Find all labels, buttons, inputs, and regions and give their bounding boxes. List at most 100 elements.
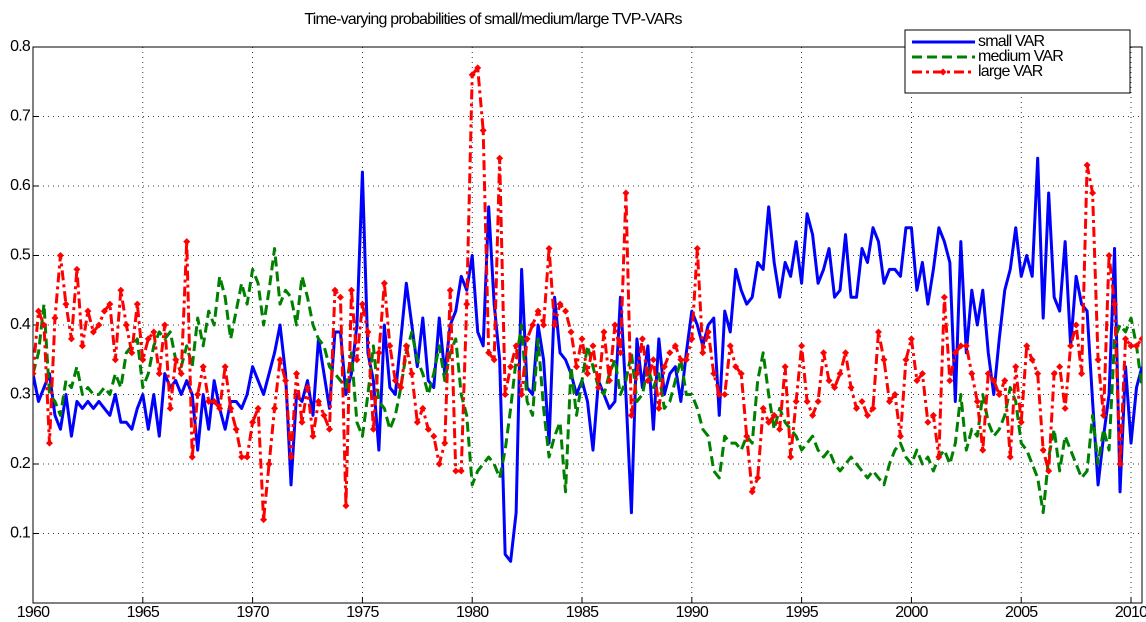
series-marker (885, 397, 893, 405)
series-marker (34, 307, 42, 315)
series-marker (655, 404, 663, 412)
series-marker (1050, 370, 1058, 378)
series-marker (704, 328, 712, 336)
series-marker (150, 328, 158, 336)
series-marker (1006, 453, 1014, 461)
series-marker (122, 321, 130, 329)
series-marker (1061, 404, 1069, 412)
series-marker (594, 384, 602, 392)
series-marker (853, 404, 861, 412)
series-marker (869, 404, 877, 412)
series-marker (754, 474, 762, 482)
legend-label: large VAR (978, 63, 1043, 80)
series-marker (314, 397, 322, 405)
series-marker (913, 377, 921, 385)
series-marker (929, 411, 937, 419)
x-tick-label: 1990 (676, 604, 709, 621)
x-tick-label: 1995 (785, 604, 818, 621)
series-marker (183, 238, 191, 246)
series-marker (441, 439, 449, 447)
series-marker (1127, 342, 1135, 350)
x-tick-label: 1975 (346, 604, 379, 621)
series-marker (1017, 418, 1025, 426)
y-tick-label: 0.3 (10, 386, 31, 403)
series-marker (325, 425, 333, 433)
series-marker (501, 391, 509, 398)
series-marker (1105, 252, 1113, 259)
y-tick-label: 0.4 (10, 316, 31, 333)
series-marker (803, 397, 811, 405)
series-marker (874, 328, 882, 336)
series-marker (172, 356, 180, 364)
x-tick-label: 1980 (456, 604, 489, 621)
series-marker (419, 404, 427, 412)
series-marker (100, 307, 108, 315)
series-marker (666, 349, 674, 357)
series-marker (194, 391, 202, 398)
series-marker (946, 377, 954, 385)
series-marker (880, 356, 888, 364)
chart-title: Time-varying probabilities of small/medi… (304, 11, 682, 28)
series-marker (562, 307, 570, 315)
series-marker (962, 342, 970, 350)
plot-frame (32, 46, 1143, 604)
series-marker (1034, 370, 1042, 378)
series-marker (347, 286, 355, 294)
y-tick-label: 0.8 (10, 38, 31, 55)
series (33, 247, 1142, 515)
series-marker (1094, 356, 1102, 364)
series-marker (188, 453, 196, 461)
y-tick-label: 0.1 (10, 525, 31, 542)
series-marker (331, 286, 339, 294)
series-marker (84, 307, 92, 315)
series-marker (578, 335, 586, 343)
x-tick-label: 1965 (127, 604, 160, 621)
series-marker (748, 488, 756, 496)
series-marker (935, 453, 943, 461)
series (33, 64, 1142, 524)
series-marker (320, 411, 328, 419)
series-marker (792, 397, 800, 405)
series-marker (238, 453, 246, 461)
series-marker (304, 384, 312, 392)
series-marker (589, 342, 597, 350)
series-marker (616, 349, 624, 357)
series-marker (369, 425, 377, 433)
series-marker (940, 293, 948, 301)
series-marker (699, 349, 707, 357)
series-marker (518, 391, 526, 398)
series-marker (627, 411, 635, 419)
series-marker (677, 356, 685, 364)
series-marker (1122, 335, 1130, 343)
series-marker (781, 363, 789, 371)
series-marker (227, 404, 235, 412)
series-marker (902, 356, 910, 364)
series-marker (139, 356, 147, 364)
series-marker (638, 335, 646, 343)
series-marker (990, 377, 998, 385)
series-marker (660, 363, 668, 371)
series-marker (435, 460, 443, 468)
series-marker (33, 370, 37, 378)
series-marker (600, 328, 608, 336)
series-marker (391, 377, 399, 385)
series-marker (545, 245, 553, 253)
series-marker (534, 307, 542, 315)
x-tick-label: 1970 (236, 604, 269, 621)
series-marker (67, 335, 75, 343)
x-tick-label: 2005 (1005, 604, 1038, 621)
series-marker (765, 418, 773, 426)
series-marker (918, 370, 926, 378)
series-marker (375, 349, 383, 357)
y-tick-label: 0.5 (10, 247, 31, 264)
series-marker (1045, 467, 1053, 475)
series-marker (249, 418, 257, 426)
series-marker (787, 453, 795, 461)
series-marker (111, 356, 119, 364)
series-marker (1072, 321, 1080, 329)
series-marker (1133, 342, 1141, 350)
x-tick-label: 1960 (17, 604, 50, 621)
series-marker (457, 467, 465, 475)
series-marker (364, 328, 372, 336)
